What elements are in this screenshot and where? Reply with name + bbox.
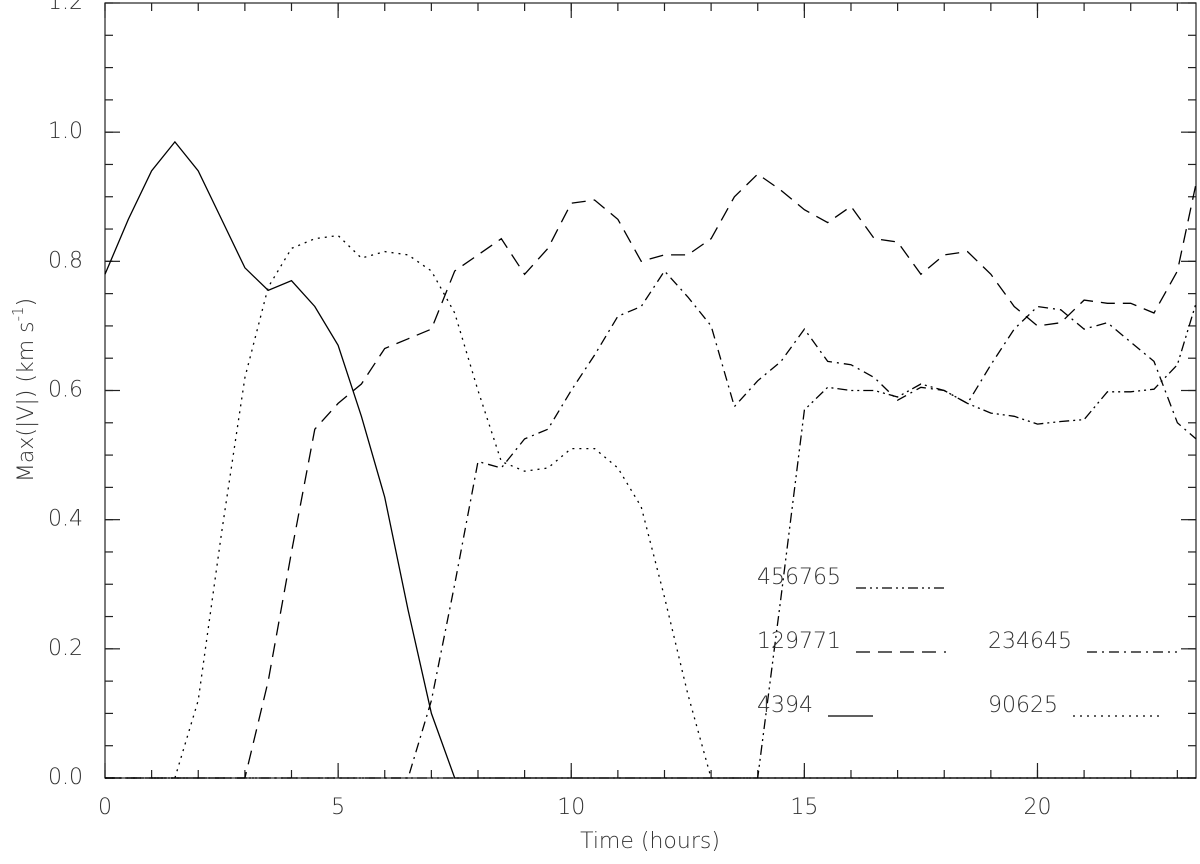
x-tick-label: 10: [557, 795, 585, 820]
y-tick-label: 0.2: [48, 636, 83, 661]
y-tick-label: 1.2: [48, 0, 83, 15]
legend-label: 234645: [988, 629, 1072, 654]
y-tick-label: 0.0: [48, 765, 83, 790]
series-line: [104, 140, 1196, 779]
y-axis-title-close: ): [14, 298, 39, 307]
y-tick-label: 0.4: [48, 507, 83, 532]
x-axis-title: Time (hours): [580, 829, 720, 854]
legend-label: 456765: [757, 565, 841, 590]
plot-frame: [104, 2, 1197, 779]
series-line: [105, 303, 1197, 779]
x-tick-label: 0: [98, 795, 112, 820]
x-tick-label: 20: [1023, 795, 1051, 820]
y-tick-label: 0.8: [48, 248, 83, 273]
y-axis-title: Max(|V|) (km s-1): [9, 298, 40, 482]
legend-label: 129771: [757, 629, 841, 654]
series-line: [105, 173, 1197, 779]
legend-label: 4394: [757, 693, 813, 718]
legend-label: 90625: [988, 693, 1058, 718]
y-axis-title-sup: -1: [9, 306, 27, 321]
y-tick-label: 1.0: [48, 119, 83, 144]
x-tick-label: 5: [331, 795, 345, 820]
x-tick-label: 15: [790, 795, 818, 820]
y-axis-title-main: Max(|V|) (km s: [14, 321, 39, 482]
y-tick-label: 0.6: [48, 378, 83, 403]
